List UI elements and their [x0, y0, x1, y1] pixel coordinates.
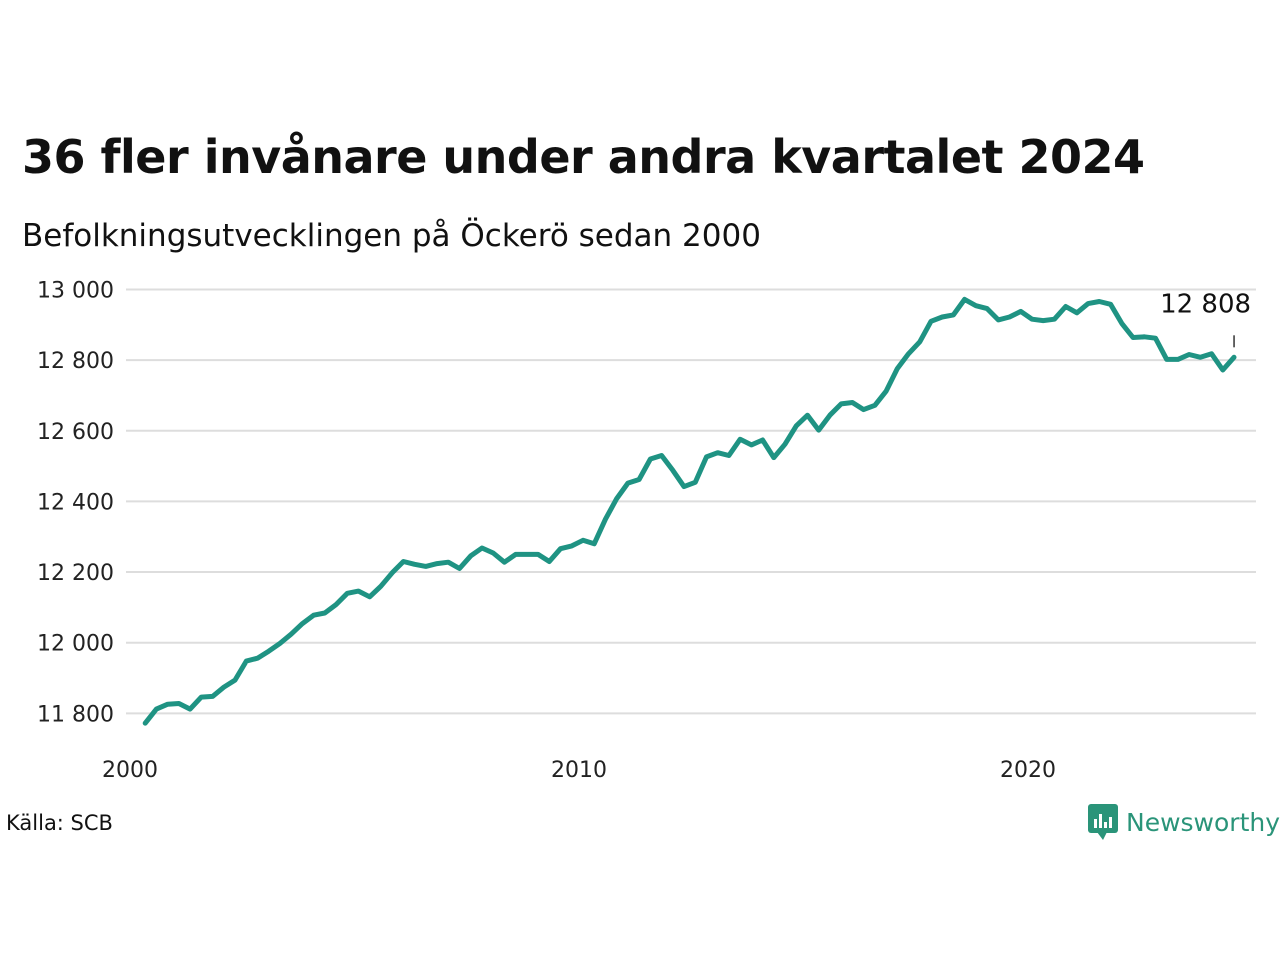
y-tick-label: 12 000 [37, 632, 114, 657]
x-tick-label: 2020 [1000, 758, 1056, 783]
y-tick-label: 12 800 [37, 349, 114, 374]
y-tick-label: 11 800 [37, 702, 114, 727]
x-tick-label: 2000 [102, 758, 158, 783]
end-value-label: 12 808 [1160, 289, 1251, 319]
source-note: Källa: SCB [6, 811, 113, 835]
y-tick-label: 12 600 [37, 420, 114, 445]
chart-title: 36 fler invånare under andra kvartalet 2… [22, 130, 1145, 184]
y-tick-label: 12 400 [37, 490, 114, 515]
x-tick-label: 2010 [551, 758, 607, 783]
y-tick-label: 13 000 [37, 279, 114, 304]
series-line [142, 296, 1237, 726]
newsworthy-logo-icon [1088, 804, 1118, 840]
brand-name: Newsworthy [1126, 807, 1280, 837]
y-tick-label: 12 200 [37, 561, 114, 586]
brand-logo: Newsworthy [1088, 804, 1280, 840]
chart-subtitle: Befolkningsutvecklingen på Öckerö sedan … [22, 218, 761, 254]
